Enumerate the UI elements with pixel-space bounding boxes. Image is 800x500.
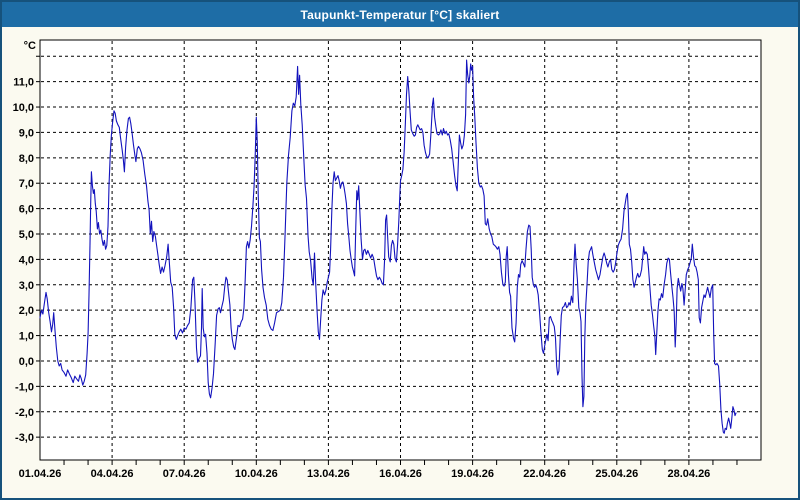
axis-ticks — [36, 55, 738, 465]
temperature-series-line — [39, 59, 737, 434]
y-axis-label: 7,0 — [19, 178, 34, 190]
x-axis-label: 22.04.26 — [523, 468, 566, 480]
y-axis-label: 9,0 — [19, 127, 34, 139]
y-axis-label: -2,0 — [15, 407, 34, 419]
y-axis-label: 3,0 — [19, 280, 34, 292]
chart-canvas: 11,0 10,0 9,0 8,0 7,0 6,0 5,0 4,0 3,0 2,0 1,0 0,0 -1… — [13, 39, 762, 480]
y-axis-label: 4,0 — [19, 254, 34, 266]
x-axis-label: 16.04.26 — [379, 468, 422, 480]
y-axis-label: 6,0 — [19, 204, 34, 216]
y-axis-label: 10,0 — [13, 102, 34, 114]
x-axis-label: 13.04.26 — [307, 468, 350, 480]
y-axis-unit-label: °C — [24, 40, 36, 52]
x-axis-label: 25.04.26 — [595, 468, 638, 480]
y-axis-label: 2,0 — [19, 305, 34, 317]
y-axis-label: 0,0 — [19, 356, 34, 368]
y-axis-label: 8,0 — [19, 153, 34, 165]
y-axis-label: -1,0 — [15, 381, 34, 393]
chart-area: 11,0 10,0 9,0 8,0 7,0 6,0 5,0 4,0 3,0 2,0 1,0 0,0 -1… — [2, 27, 798, 498]
y-axis-label: 11,0 — [13, 77, 34, 89]
x-axis-label: 01.04.26 — [19, 468, 62, 480]
window-titlebar: Taupunkt-Temperatur [°C] skaliert — [2, 2, 798, 27]
gridlines — [41, 41, 760, 459]
x-axis-label: 07.04.26 — [163, 468, 206, 480]
y-axis-label: 5,0 — [19, 229, 34, 241]
x-axis-label: 28.04.26 — [667, 468, 710, 480]
window-title: Taupunkt-Temperatur [°C] skaliert — [300, 7, 500, 22]
x-axis-label: 19.04.26 — [451, 468, 494, 480]
x-axis-label: 10.04.26 — [235, 468, 278, 480]
y-axis-label: -3,0 — [15, 432, 34, 444]
y-axis-label: 1,0 — [19, 331, 34, 343]
x-axis-label: 04.04.26 — [91, 468, 134, 480]
